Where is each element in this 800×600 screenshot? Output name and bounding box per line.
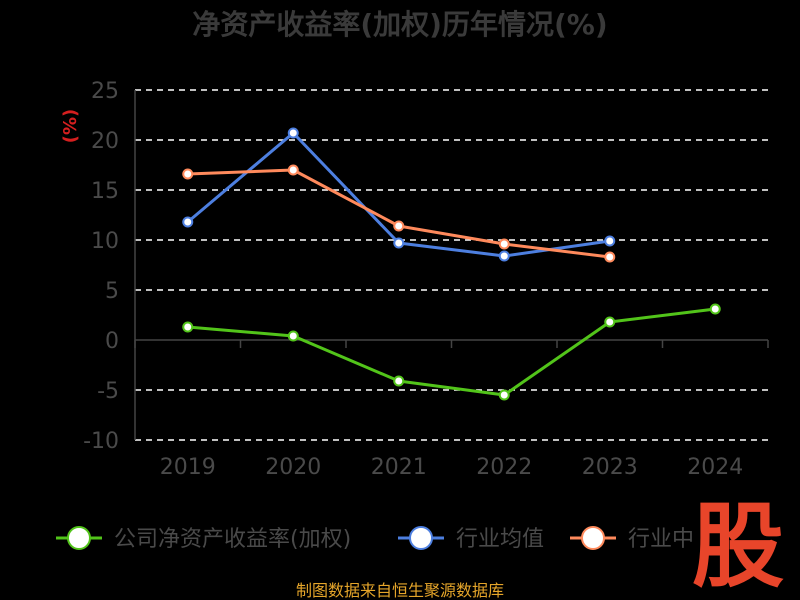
chart-title: 净资产收益率(加权)历年情况(%): [192, 8, 607, 41]
data-point: [604, 251, 616, 263]
x-tick-label: 2021: [371, 455, 427, 480]
y-axis-label: (%): [60, 109, 81, 144]
data-point: [182, 168, 194, 180]
legend-marker: [67, 526, 91, 550]
y-tick-label: 25: [91, 79, 119, 104]
y-tick-label: 20: [91, 129, 119, 154]
legend-marker: [581, 526, 605, 550]
data-point: [498, 250, 510, 262]
data-point: [498, 389, 510, 401]
watermark-backdrop: [694, 505, 786, 587]
y-tick-label: -5: [97, 379, 119, 404]
data-point: [287, 164, 299, 176]
data-point: [709, 303, 721, 315]
y-tick-label: -10: [83, 429, 119, 454]
x-tick-label: 2020: [265, 455, 321, 480]
axes: [134, 90, 769, 440]
data-point: [498, 238, 510, 250]
series-group: [182, 127, 721, 401]
data-point: [182, 216, 194, 228]
x-tick-label: 2022: [476, 455, 532, 480]
y-tick-label: 5: [105, 279, 119, 304]
data-point: [393, 237, 405, 249]
watermark-logo: 股: [692, 493, 784, 600]
x-tick-labels: 2019 2020 2021 2022 2023 2024: [160, 455, 744, 480]
data-point: [287, 127, 299, 139]
y-tick-label: 15: [91, 179, 119, 204]
legend-label: 公司净资产收益率(加权): [114, 527, 351, 552]
x-tick-label: 2023: [582, 455, 638, 480]
legend: 公司净资产收益率(加权) 行业均值 行业中: [56, 526, 694, 552]
data-point: [604, 235, 616, 247]
legend-label: 行业中: [628, 527, 694, 552]
data-point: [182, 321, 194, 333]
data-point: [604, 316, 616, 328]
source-note: 制图数据来自恒生聚源数据库: [296, 581, 504, 600]
data-point: [393, 220, 405, 232]
data-point: [287, 330, 299, 342]
y-tick-labels: 25 20 15 10 5 0 -5 -10: [83, 79, 119, 454]
y-tick-label: 0: [105, 329, 119, 354]
data-point: [393, 375, 405, 387]
series-line-0: [187, 307, 716, 397]
y-tick-label: 10: [91, 229, 119, 254]
legend-label: 行业均值: [456, 527, 544, 552]
x-tick-label: 2024: [687, 455, 743, 480]
legend-marker: [409, 526, 433, 550]
x-tick-label: 2019: [160, 455, 216, 480]
